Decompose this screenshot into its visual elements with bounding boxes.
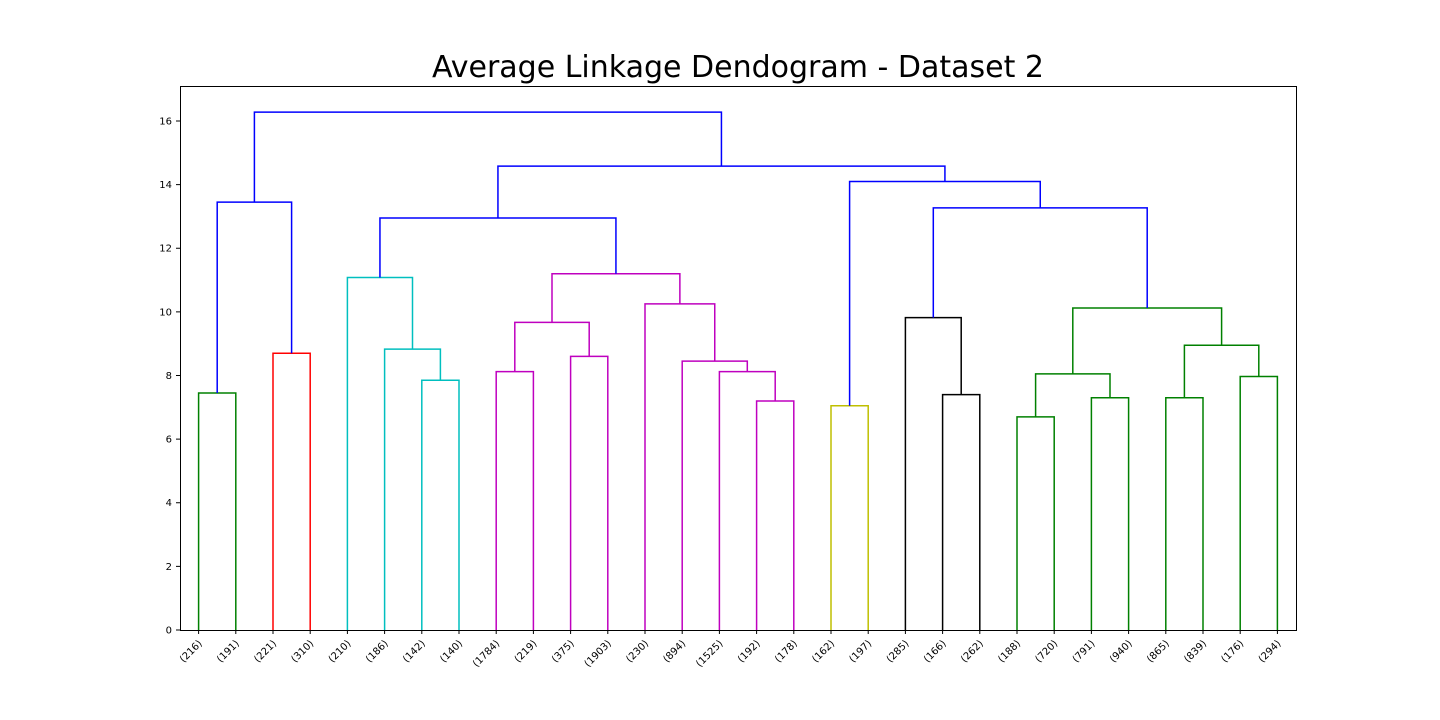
y-tick-label: 4 [166, 498, 172, 509]
y-tick-label: 10 [159, 307, 172, 318]
leaf-label: (140) [438, 638, 465, 665]
leaf-label: (1525) [694, 638, 725, 669]
leaf-label: (791) [1071, 638, 1098, 665]
dendrogram-link-5 [495, 370, 535, 630]
dendrogram-link-16 [1016, 416, 1055, 630]
chart-title: Average Linkage Dendogram - Dataset 2 [431, 50, 1044, 85]
x-axis: (216) (191) (221) (310) (210) (186) (142) (140)… [178, 630, 1284, 670]
dendrogram-link-1 [272, 352, 311, 630]
y-tick-label: 8 [166, 371, 172, 382]
leaf-label: (166) [922, 638, 949, 665]
dendrogram-link-2 [421, 379, 460, 630]
dendrogram-link-14 [941, 393, 981, 630]
leaf-label: (375) [550, 638, 577, 665]
y-tick-label: 2 [166, 562, 172, 573]
y-tick-label: 0 [166, 626, 172, 637]
y-tick-label: 12 [159, 244, 172, 255]
dendrogram-link-8 [755, 400, 795, 630]
leaf-label: (176) [1220, 638, 1247, 665]
leaf-label: (219) [513, 638, 540, 665]
dendrogram-link-3 [383, 348, 442, 630]
dendrogram-link-13 [830, 404, 869, 630]
leaf-label: (294) [1257, 638, 1284, 665]
leaf-label: (310) [290, 638, 317, 665]
dendrogram-link-0 [197, 392, 237, 630]
leaf-label: (197) [848, 638, 875, 665]
dendrogram-link-9 [718, 370, 776, 630]
dendrogram-link-10 [681, 360, 749, 630]
leaf-label: (186) [364, 638, 391, 665]
leaf-label: (1784) [471, 638, 502, 669]
dendrogram-link-25 [932, 207, 1148, 318]
dendrogram-link-24 [379, 217, 617, 278]
leaf-label: (210) [327, 638, 354, 665]
dendrogram-link-17 [1090, 397, 1130, 630]
leaf-label: (865) [1145, 638, 1172, 665]
dendrogram-link-18 [1034, 373, 1111, 417]
leaf-label: (142) [401, 638, 428, 665]
dendrogram-link-7 [514, 321, 590, 372]
dendrogram-link-12 [551, 272, 681, 323]
leaf-label: (178) [773, 638, 800, 665]
leaf-label: (262) [959, 638, 986, 665]
y-tick-label: 16 [159, 116, 172, 127]
leaf-label: (285) [885, 638, 912, 665]
dendrogram-link-23 [216, 201, 293, 393]
dendrogram-links [197, 111, 1279, 630]
leaf-label: (191) [215, 638, 242, 665]
dendrogram-link-22 [1072, 307, 1223, 374]
leaf-label: (940) [1108, 638, 1135, 665]
dendrogram-link-27 [497, 165, 946, 219]
dendrogram-link-20 [1239, 375, 1279, 630]
dendrogram-link-26 [848, 180, 1041, 406]
dendrogram-link-28 [253, 111, 723, 203]
y-axis: 0 2 4 6 8 10 12 14 16 [159, 116, 180, 637]
dendrogram-link-15 [904, 316, 962, 630]
leaf-label: (894) [662, 638, 689, 665]
leaf-label: (192) [736, 638, 763, 665]
y-tick-label: 6 [166, 435, 172, 446]
leaf-label: (720) [1034, 638, 1061, 665]
dendrogram-link-6 [569, 355, 609, 630]
leaf-label: (839) [1182, 638, 1209, 665]
dendrogram-link-11 [644, 303, 716, 630]
y-tick-label: 14 [159, 180, 172, 191]
leaf-label: (188) [996, 638, 1023, 665]
leaf-label: (221) [252, 638, 279, 665]
plot-frame [180, 86, 1297, 631]
dendrogram-link-4 [346, 276, 414, 630]
dendrogram-link-21 [1183, 344, 1260, 398]
dendrogram-link-19 [1165, 397, 1204, 630]
leaf-label: (1903) [583, 638, 614, 669]
leaf-label: (230) [624, 638, 651, 665]
leaf-label: (162) [810, 638, 837, 665]
leaf-label: (216) [178, 638, 205, 665]
